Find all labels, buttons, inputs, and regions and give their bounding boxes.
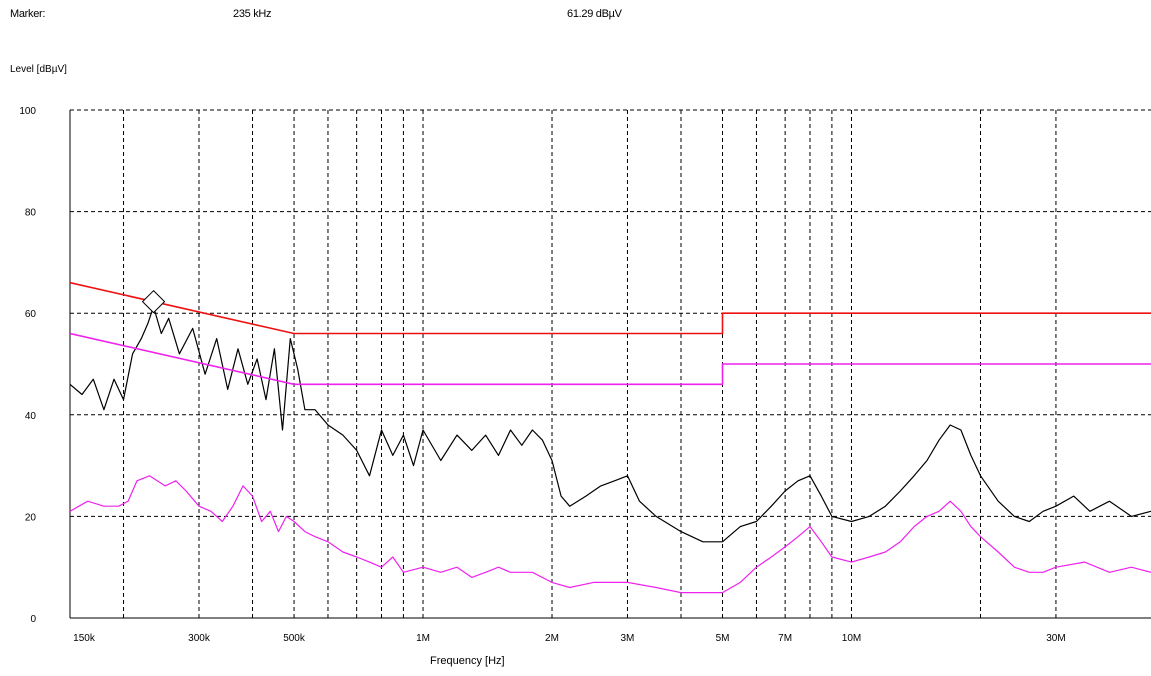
x-tick-label: 7M [778, 633, 792, 644]
series-line-limit-qp [70, 281, 1151, 335]
x-tick-label: 300k [188, 633, 211, 644]
x-tick-label: 2M [545, 633, 559, 644]
x-tick-label: 30M [1046, 633, 1065, 644]
marker-level: 61.29 dBµV [567, 8, 622, 20]
x-tick-label: 10M [842, 633, 861, 644]
y-tick-label: 0 [30, 614, 36, 625]
y-tick-label: 60 [25, 309, 37, 320]
marker-label: Marker: [10, 8, 46, 20]
x-tick-label: 1M [416, 633, 430, 644]
x-tick-label: 5M [716, 633, 730, 644]
x-tick-label: 150k [73, 633, 96, 644]
series-line-trace-peak [70, 306, 1151, 543]
y-axis-label: Level [dBµV] [10, 64, 67, 75]
marker-frequency: 235 kHz [233, 8, 272, 20]
marker-diamond [141, 289, 166, 314]
y-tick-label: 80 [25, 208, 37, 219]
y-tick-label: 40 [25, 411, 37, 422]
y-tick-label: 20 [25, 512, 37, 523]
x-tick-label: 3M [621, 633, 635, 644]
x-tick-label: 500k [283, 633, 306, 644]
y-tick-label: 100 [19, 106, 36, 117]
x-axis-label: Frequency [Hz] [430, 655, 505, 667]
series-line-limit-avg [70, 332, 1151, 386]
series-line-trace-avg [70, 475, 1151, 594]
